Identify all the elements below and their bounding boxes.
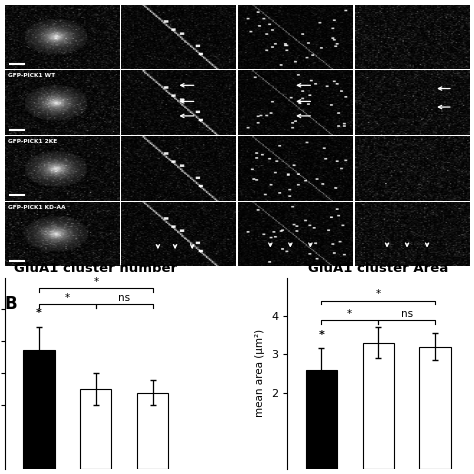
Text: *: *	[319, 330, 324, 340]
Text: *: *	[375, 290, 381, 300]
Bar	[23, 350, 55, 469]
Bar	[137, 392, 168, 469]
Title: GluA1 cluster number: GluA1 cluster number	[14, 262, 177, 275]
Text: *: *	[36, 308, 42, 318]
Text: GFP-PICK1 2KE: GFP-PICK1 2KE	[9, 139, 57, 144]
Bar	[419, 346, 451, 469]
Text: GFP-PICK1 KD-AA: GFP-PICK1 KD-AA	[9, 205, 66, 210]
Text: *: *	[347, 309, 352, 319]
Text: ns: ns	[118, 293, 130, 303]
Text: *: *	[65, 293, 70, 303]
Text: GFP-PICK1 WT: GFP-PICK1 WT	[9, 73, 55, 78]
Bar	[80, 389, 111, 469]
Text: *: *	[93, 277, 99, 287]
Bar	[363, 343, 394, 469]
Y-axis label: mean area (μm²): mean area (μm²)	[255, 329, 265, 418]
Bar	[306, 370, 337, 469]
Text: B: B	[5, 295, 18, 313]
Text: ns: ns	[401, 309, 413, 319]
Title: GluA1 cluster Area: GluA1 cluster Area	[308, 262, 448, 275]
